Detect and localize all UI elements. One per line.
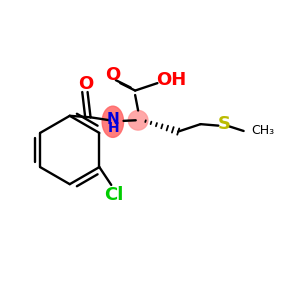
Text: H: H bbox=[107, 121, 119, 135]
Text: S: S bbox=[218, 115, 231, 133]
Text: Cl: Cl bbox=[104, 186, 124, 204]
Text: O: O bbox=[79, 75, 94, 93]
Text: OH: OH bbox=[156, 70, 186, 88]
Text: O: O bbox=[105, 66, 120, 84]
Ellipse shape bbox=[102, 106, 124, 137]
Circle shape bbox=[128, 110, 148, 130]
Text: N: N bbox=[106, 112, 119, 127]
Text: CH₃: CH₃ bbox=[251, 124, 274, 137]
